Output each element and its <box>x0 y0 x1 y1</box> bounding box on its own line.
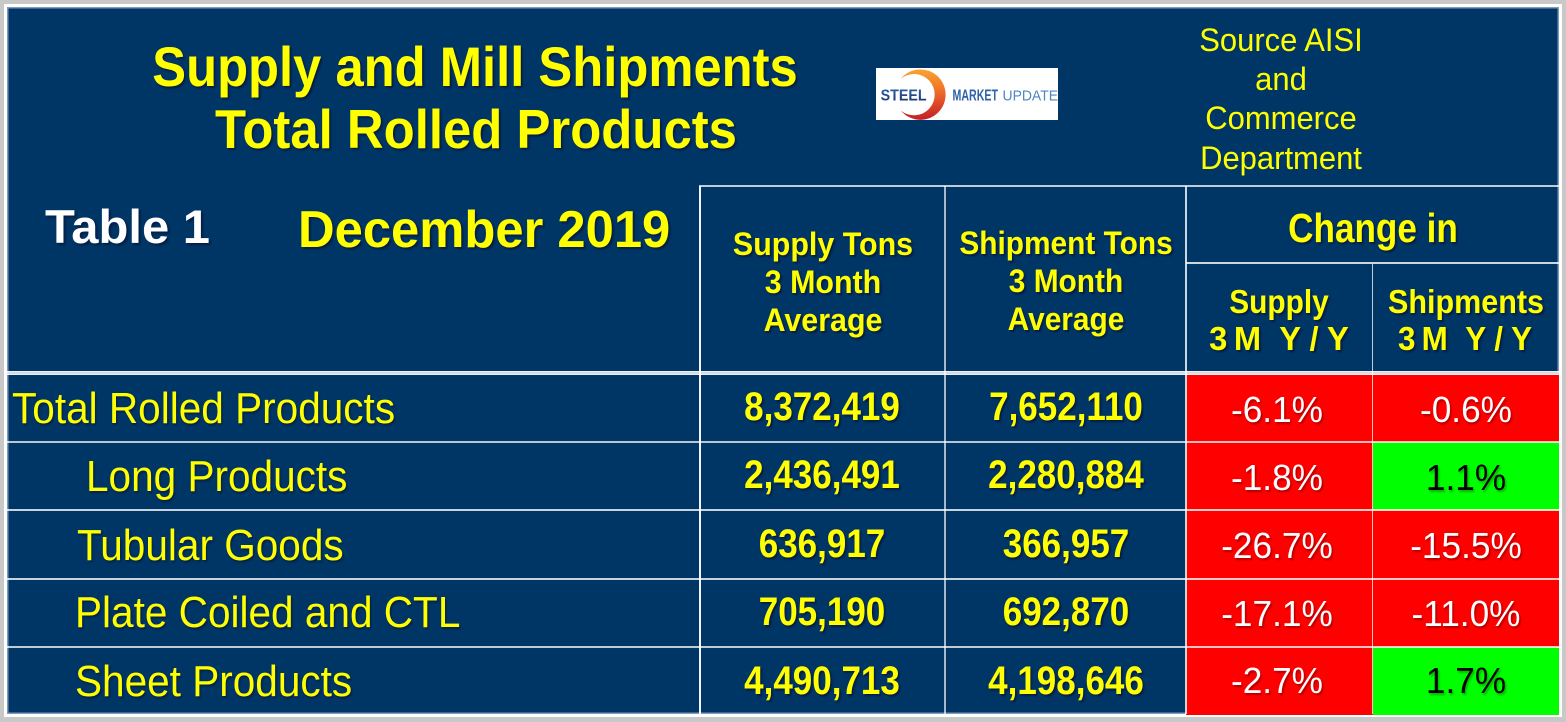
svg-text:MARKET: MARKET <box>953 87 999 104</box>
svg-text:STEEL: STEEL <box>881 87 927 104</box>
svg-text:UPDATE: UPDATE <box>1003 88 1059 104</box>
